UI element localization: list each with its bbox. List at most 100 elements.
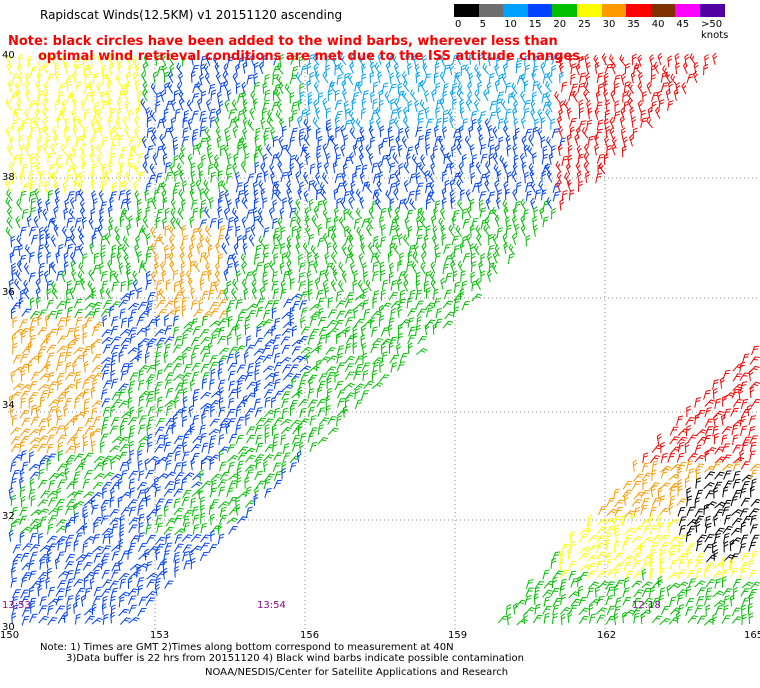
wind-barb <box>316 359 321 372</box>
wind-barb <box>532 216 538 228</box>
wind-barb <box>44 270 50 283</box>
wind-barb <box>291 391 303 399</box>
wind-barb <box>154 444 165 453</box>
wind-barb <box>537 108 543 121</box>
wind-barb <box>380 338 392 347</box>
wind-barb <box>452 306 459 318</box>
wind-barb <box>29 206 36 218</box>
wind-barb <box>570 73 576 85</box>
wind-barb <box>37 479 48 489</box>
wind-barb <box>608 54 616 66</box>
wind-barb <box>37 508 49 516</box>
wind-barb <box>528 163 534 176</box>
wind-barb <box>447 108 454 121</box>
wind-barb <box>542 145 548 158</box>
wind-barb <box>279 53 285 66</box>
wind-barb <box>317 92 324 104</box>
wind-barb <box>64 383 76 391</box>
wind-barb <box>190 318 199 329</box>
wind-barb <box>326 319 338 328</box>
wind-barb <box>40 390 49 400</box>
wind-barb <box>228 397 235 409</box>
wind-barb <box>128 604 137 614</box>
wind-barb <box>11 172 17 185</box>
wind-barb <box>299 432 307 444</box>
wind-barb <box>583 143 590 156</box>
wind-barb <box>63 404 69 417</box>
wind-barb <box>577 575 583 587</box>
wind-barb <box>254 361 261 373</box>
wind-barb <box>101 603 107 615</box>
wind-barb <box>160 52 166 66</box>
wind-barb <box>155 505 161 517</box>
wind-barb <box>64 298 72 310</box>
wind-barb <box>342 180 348 193</box>
wind-barb <box>559 198 565 211</box>
wind-barb <box>253 493 259 506</box>
wind-barb <box>569 117 577 128</box>
wind-barb <box>309 163 316 175</box>
wind-barb <box>306 125 312 138</box>
wind-barb <box>208 442 215 454</box>
wind-barb <box>172 326 180 337</box>
wind-barb <box>155 279 163 291</box>
wind-barb <box>685 424 692 437</box>
wind-barb <box>595 128 603 139</box>
wind-barb <box>51 172 58 185</box>
wind-barb <box>585 61 591 74</box>
wind-barb <box>147 305 153 317</box>
wind-barb <box>406 146 414 157</box>
wind-barb <box>117 496 123 508</box>
wind-barb <box>226 263 234 274</box>
wind-barb <box>487 191 496 202</box>
wind-barb <box>511 232 517 246</box>
wind-barb <box>338 261 345 274</box>
wind-barb <box>260 117 266 130</box>
wind-barb <box>38 532 43 545</box>
wind-barb <box>201 371 210 382</box>
wind-barb <box>532 126 538 138</box>
wind-barb <box>667 544 678 553</box>
wind-barb <box>534 581 545 590</box>
wind-barb <box>561 81 568 93</box>
wind-barb <box>206 135 212 148</box>
wind-barb <box>156 343 163 354</box>
wind-barb <box>516 618 528 626</box>
wind-barb <box>394 214 400 227</box>
wind-barb <box>199 137 207 148</box>
wind-barb <box>149 109 157 122</box>
wind-barb <box>201 480 213 489</box>
wind-barb <box>142 81 148 94</box>
wind-barb <box>187 251 193 264</box>
wind-barb <box>431 89 437 102</box>
wind-barb <box>586 100 592 113</box>
wind-barb <box>614 568 621 579</box>
wind-barb <box>273 417 284 426</box>
wind-barb <box>138 370 144 382</box>
wind-barb <box>457 260 464 273</box>
wind-barb <box>389 182 396 194</box>
wind-barb <box>92 162 98 175</box>
wind-barb <box>80 133 86 146</box>
wind-barb <box>198 298 204 311</box>
wind-barb <box>111 244 117 256</box>
wind-barb <box>15 216 21 229</box>
wind-barb <box>190 557 196 570</box>
wind-barb <box>15 269 22 282</box>
wind-barb <box>10 478 17 489</box>
wind-barb <box>740 553 750 562</box>
wind-barb <box>254 134 260 147</box>
wind-barb <box>361 108 367 120</box>
wind-barb <box>322 232 328 245</box>
wind-barb <box>449 162 455 175</box>
wind-barb <box>78 189 85 201</box>
wind-barb <box>593 133 599 146</box>
wind-barb <box>232 162 238 175</box>
wind-barb <box>237 491 250 499</box>
wind-barb <box>82 505 88 518</box>
wind-barb <box>684 441 690 454</box>
wind-barb <box>271 299 280 310</box>
wind-barb <box>487 136 495 148</box>
wind-barb <box>525 190 533 202</box>
wind-barb <box>363 380 374 389</box>
